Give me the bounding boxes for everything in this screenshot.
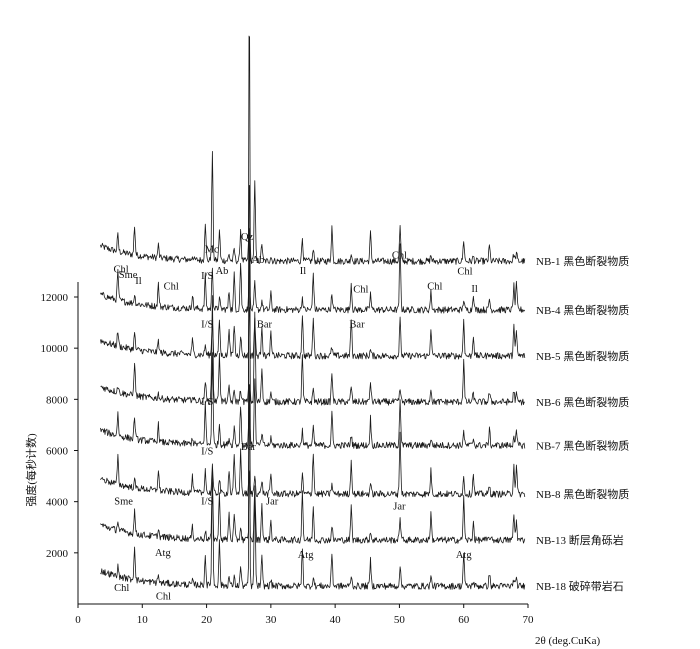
sample-label: NB-8 黑色断裂物质 bbox=[536, 487, 629, 501]
phase-label: Il bbox=[300, 266, 306, 277]
x-tick-label: 20 bbox=[201, 614, 213, 626]
diffraction-traces bbox=[100, 35, 526, 590]
phase-label: Chl bbox=[164, 281, 179, 292]
phase-label: Jar bbox=[266, 497, 279, 508]
phase-label: Bar bbox=[349, 320, 365, 331]
sample-label: NB-13 断层角砾岩 bbox=[536, 533, 624, 547]
x-axis-title: 2θ (deg.CuKa) bbox=[535, 635, 600, 647]
phase-label: Sme bbox=[114, 497, 133, 508]
phase-label: I/S bbox=[201, 446, 213, 457]
phase-label: Chl bbox=[353, 284, 368, 295]
sample-label: NB-1 黑色断裂物质 bbox=[536, 254, 629, 268]
phase-label: Bar bbox=[257, 320, 273, 331]
diffraction-trace bbox=[100, 470, 526, 544]
phase-label: Il bbox=[135, 276, 141, 287]
x-axis-ticks: 0 10 20 30 40 50 60 70 bbox=[75, 604, 534, 626]
phase-label: Ab bbox=[216, 266, 229, 277]
y-tick-label: 12000 bbox=[41, 292, 69, 304]
diffraction-trace bbox=[100, 35, 526, 265]
phase-label: I/S bbox=[201, 497, 213, 508]
x-tick-label: 60 bbox=[458, 614, 470, 626]
x-tick-label: 0 bbox=[75, 614, 81, 626]
x-tick-label: 50 bbox=[394, 614, 406, 626]
phase-label: Chl bbox=[114, 583, 129, 594]
phase-label: Bar bbox=[241, 442, 257, 453]
x-tick-label: 70 bbox=[523, 614, 535, 626]
y-tick-label: 8000 bbox=[46, 394, 69, 406]
chart-axes bbox=[77, 282, 528, 605]
phase-label: Atg bbox=[155, 548, 172, 559]
x-tick-label: 10 bbox=[137, 614, 149, 626]
sample-label: NB-5 黑色断裂物质 bbox=[536, 349, 629, 363]
diffraction-trace bbox=[100, 184, 526, 314]
y-tick-label: 10000 bbox=[41, 343, 69, 355]
phase-label: Qz bbox=[241, 232, 254, 243]
phase-label: I/S bbox=[201, 271, 213, 282]
sample-label: NB-18 破碎带岩石 bbox=[536, 579, 624, 593]
phase-label: Chl bbox=[457, 267, 472, 278]
x-tick-label: 30 bbox=[265, 614, 277, 626]
y-axis-ticks: 2000 4000 6000 8000 10000 12000 bbox=[41, 292, 78, 560]
diffraction-trace bbox=[100, 306, 526, 360]
y-tick-label: 2000 bbox=[46, 548, 69, 560]
x-tick-label: 40 bbox=[330, 614, 342, 626]
diffraction-trace bbox=[100, 383, 526, 590]
phase-label: Il bbox=[471, 284, 477, 295]
sample-labels: NB-1 黑色断裂物质 NB-4 黑色断裂物质 NB-5 黑色断裂物质 NB-6 黑色… bbox=[536, 254, 629, 593]
phase-label: Chl bbox=[392, 251, 407, 262]
y-axis-title: 强度(每秒计数) bbox=[24, 433, 38, 507]
diffraction-trace bbox=[100, 406, 526, 498]
phase-label: Atg bbox=[456, 550, 473, 561]
phase-label: Jar bbox=[393, 501, 406, 512]
diffraction-trace bbox=[100, 227, 526, 450]
phase-label: I/S bbox=[201, 397, 213, 408]
phase-label: Chl bbox=[427, 281, 442, 292]
phase-label: Ab bbox=[252, 255, 265, 266]
sample-label: NB-4 黑色断裂物质 bbox=[536, 303, 629, 317]
sample-label: NB-6 黑色断裂物质 bbox=[536, 395, 629, 409]
y-tick-label: 4000 bbox=[46, 497, 69, 509]
phase-label: I/S bbox=[201, 320, 213, 331]
phase-label: Sme bbox=[119, 270, 138, 281]
y-tick-label: 6000 bbox=[46, 446, 69, 458]
phase-label: Atg bbox=[298, 550, 315, 561]
phase-label: Mc bbox=[205, 245, 219, 256]
diffraction-trace bbox=[100, 234, 525, 406]
sample-label: NB-7 黑色断裂物质 bbox=[536, 438, 629, 452]
phase-label: Chl bbox=[113, 265, 128, 276]
phase-label: Chl bbox=[156, 592, 171, 603]
